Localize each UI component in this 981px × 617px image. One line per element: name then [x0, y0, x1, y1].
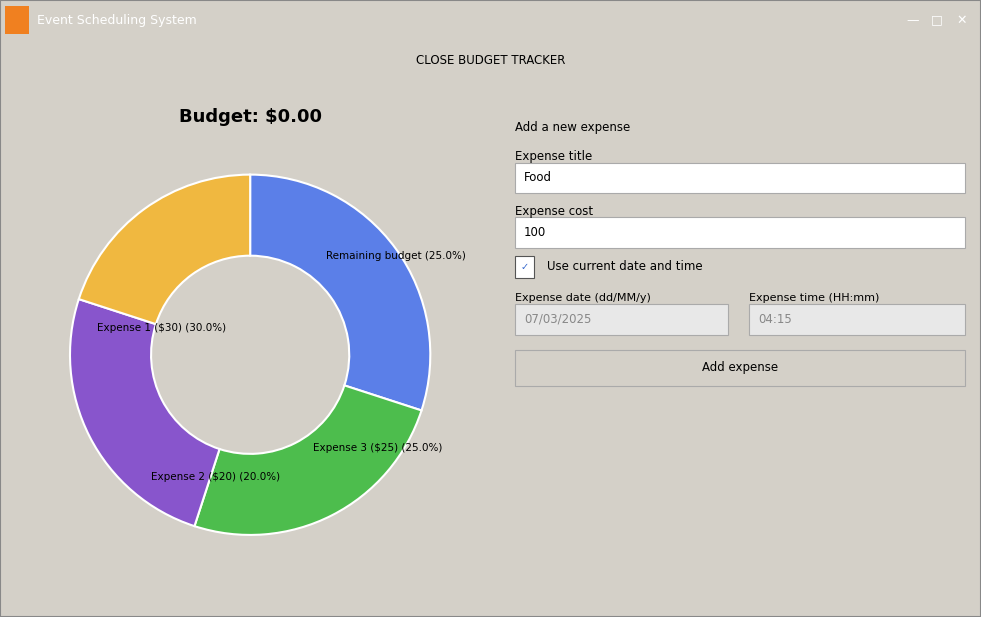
Text: Add a new expense: Add a new expense [515, 121, 630, 134]
Wedge shape [194, 386, 422, 535]
Text: Budget: $0.00: Budget: $0.00 [180, 108, 322, 126]
Bar [515, 350, 964, 386]
Bar [749, 304, 964, 334]
Bar [515, 217, 964, 247]
Text: Expense 3 ($25) (25.0%): Expense 3 ($25) (25.0%) [313, 444, 442, 453]
Bar [515, 256, 535, 278]
Bar [515, 304, 728, 334]
Text: CLOSE BUDGET TRACKER: CLOSE BUDGET TRACKER [416, 54, 565, 67]
Text: Expense cost: Expense cost [515, 204, 593, 218]
Text: Remaining budget (25.0%): Remaining budget (25.0%) [326, 251, 466, 261]
Wedge shape [250, 175, 431, 410]
Text: ✕: ✕ [956, 14, 966, 27]
Text: Food: Food [524, 171, 552, 184]
Text: Expense time (HH:mm): Expense time (HH:mm) [749, 293, 879, 303]
Text: ✓: ✓ [520, 262, 529, 272]
Text: Expense 1 ($30) (30.0%): Expense 1 ($30) (30.0%) [97, 323, 227, 333]
Wedge shape [70, 299, 220, 526]
Bar [5, 6, 29, 34]
Wedge shape [78, 175, 250, 324]
Bar [515, 162, 964, 193]
Text: Event Scheduling System: Event Scheduling System [37, 14, 197, 27]
Text: Expense 2 ($20) (20.0%): Expense 2 ($20) (20.0%) [151, 472, 281, 482]
Text: —: — [906, 14, 918, 27]
Text: Add expense: Add expense [701, 362, 778, 375]
Text: 07/03/2025: 07/03/2025 [524, 313, 592, 326]
Text: 100: 100 [524, 226, 546, 239]
Text: Expense title: Expense title [515, 150, 592, 163]
Text: 04:15: 04:15 [758, 313, 793, 326]
Text: Use current date and time: Use current date and time [547, 260, 703, 273]
Text: Expense date (dd/MM/y): Expense date (dd/MM/y) [515, 293, 650, 303]
Text: □: □ [931, 14, 943, 27]
